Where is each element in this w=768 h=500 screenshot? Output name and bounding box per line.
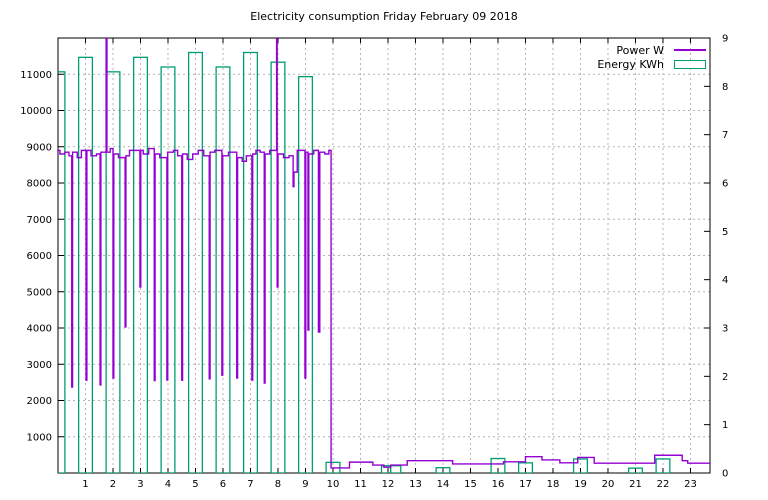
svg-text:5000: 5000 <box>27 287 52 298</box>
svg-text:1: 1 <box>82 479 88 490</box>
svg-text:11: 11 <box>354 479 367 490</box>
svg-text:3: 3 <box>137 479 143 490</box>
chart-title: Electricity consumption Friday February … <box>250 10 518 23</box>
svg-text:2000: 2000 <box>27 396 52 407</box>
svg-text:7000: 7000 <box>27 215 52 226</box>
svg-text:17: 17 <box>519 479 532 490</box>
svg-text:20: 20 <box>602 479 615 490</box>
energy-bar <box>490 457 506 473</box>
energy-box-sample-icon <box>674 57 706 71</box>
svg-text:3: 3 <box>722 324 728 335</box>
svg-text:7: 7 <box>722 130 728 141</box>
svg-text:15: 15 <box>464 479 477 490</box>
svg-text:4000: 4000 <box>27 324 52 335</box>
svg-text:2: 2 <box>722 372 728 383</box>
energy-bar <box>627 467 644 473</box>
svg-text:19: 19 <box>574 479 587 490</box>
energy-bar <box>297 76 314 473</box>
svg-text:7: 7 <box>247 479 253 490</box>
svg-text:22: 22 <box>657 479 670 490</box>
axis-ticks <box>58 37 710 474</box>
energy-bar <box>572 458 589 473</box>
svg-text:16: 16 <box>492 479 505 490</box>
energy-bar <box>160 66 176 473</box>
svg-text:14: 14 <box>437 479 450 490</box>
legend-item-energy: Energy KWh <box>597 57 706 71</box>
svg-text:9000: 9000 <box>27 142 52 153</box>
energy-bar <box>270 61 286 473</box>
energy-bar <box>105 71 121 473</box>
energy-bar <box>242 51 259 473</box>
svg-text:8: 8 <box>275 479 281 490</box>
svg-text:9: 9 <box>722 34 728 45</box>
svg-text:6000: 6000 <box>27 251 52 262</box>
gridlines <box>58 38 710 473</box>
energy-bar <box>77 56 94 473</box>
svg-text:4: 4 <box>722 275 728 286</box>
axis-tick-labels: 1 2 3 4 5 6 7 8 9 10 11 12 13 14 15 16 17 18 19 20 21 22 23100… <box>20 34 728 491</box>
svg-text:13: 13 <box>409 479 422 490</box>
svg-text:18: 18 <box>547 479 560 490</box>
energy-bar <box>389 465 402 473</box>
energy-bar <box>187 51 204 473</box>
energy-bar <box>58 71 66 473</box>
svg-text:8000: 8000 <box>27 179 52 190</box>
svg-text:11000: 11000 <box>20 70 52 81</box>
legend-label-energy: Energy KWh <box>597 57 664 71</box>
svg-text:4: 4 <box>165 479 171 490</box>
legend-label-power: Power W <box>616 43 664 57</box>
energy-bar <box>215 66 231 473</box>
svg-text:1000: 1000 <box>27 432 52 443</box>
svg-text:9: 9 <box>302 479 308 490</box>
svg-text:10: 10 <box>327 479 340 490</box>
energy-bar <box>517 462 534 473</box>
svg-text:6: 6 <box>722 179 728 190</box>
legend: Power W Energy KWh <box>597 43 706 71</box>
svg-text:1: 1 <box>722 420 728 431</box>
svg-text:23: 23 <box>684 479 697 490</box>
svg-text:5: 5 <box>722 227 728 238</box>
energy-bar <box>132 56 149 473</box>
power-line <box>58 38 710 469</box>
energy-bar <box>655 458 671 473</box>
svg-text:2: 2 <box>110 479 116 490</box>
svg-text:12: 12 <box>382 479 395 490</box>
svg-text:6: 6 <box>220 479 226 490</box>
energy-bars <box>58 51 671 473</box>
svg-text:3000: 3000 <box>27 360 52 371</box>
power-line-sample-icon <box>674 43 706 57</box>
svg-text:10000: 10000 <box>20 106 52 117</box>
legend-item-power: Power W <box>597 43 706 57</box>
svg-text:0: 0 <box>722 469 728 480</box>
energy-bar <box>435 467 451 473</box>
svg-text:8: 8 <box>722 82 728 93</box>
svg-text:5: 5 <box>192 479 198 490</box>
svg-text:21: 21 <box>629 479 642 490</box>
